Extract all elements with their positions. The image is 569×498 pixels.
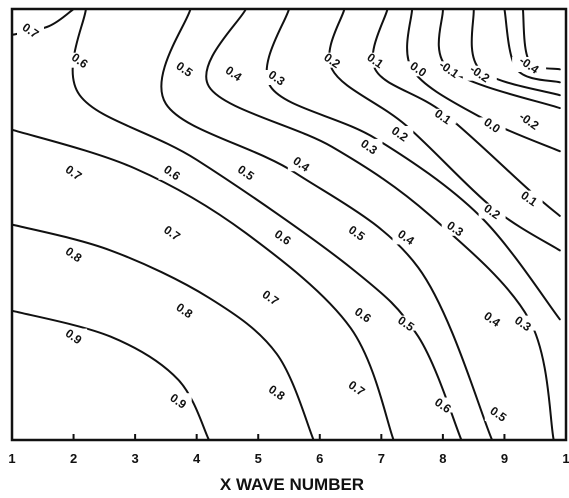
contour-label-background — [484, 406, 512, 422]
contour-label: -0.1 — [437, 58, 462, 82]
x-axis-ticks: 1 2 3 4 5 6 7 8 9 1 — [8, 434, 569, 466]
contour-label-background — [432, 61, 466, 77]
x-tick-label: 4 — [193, 451, 201, 466]
contour-label-background — [318, 52, 346, 68]
contour-label-background — [257, 289, 284, 305]
contour-label-background — [478, 203, 506, 219]
contour-line-0.9 — [11, 309, 210, 441]
contour-label-background — [509, 315, 537, 331]
contour-label-background — [170, 302, 198, 318]
x-tick-label: 2 — [70, 451, 77, 466]
contour-label-background — [404, 61, 432, 77]
contour-label-background — [355, 138, 383, 154]
contour-label-background — [263, 384, 291, 400]
x-tick-label: 6 — [316, 451, 323, 466]
contour-label-background — [263, 70, 291, 85]
x-axis-title: X WAVE NUMBER — [220, 475, 364, 494]
contour-label-background — [512, 57, 547, 72]
contour-label-background — [170, 61, 198, 77]
x-tick-label: 7 — [378, 451, 385, 466]
contour-label-background — [361, 52, 389, 68]
contour-label-background — [66, 52, 94, 68]
x-tick-label: 3 — [131, 451, 138, 466]
contour-line-0.6 — [71, 8, 463, 441]
contour-label-background — [164, 393, 192, 409]
contour-label-background — [512, 113, 547, 129]
contour-line-0.8 — [11, 223, 315, 441]
contour-label-background — [478, 311, 506, 327]
contour-label-background — [429, 397, 457, 413]
contour-label-background — [232, 164, 260, 180]
contour-label-background — [386, 126, 414, 141]
plot-frame — [10, 7, 568, 442]
x-tick-label: 8 — [439, 451, 446, 466]
contour-label-background — [462, 65, 497, 81]
contour-label-background — [220, 65, 248, 81]
x-tick-label: 5 — [255, 451, 262, 466]
contour-label-background — [349, 307, 377, 322]
contour-line-0.7 — [11, 128, 395, 441]
contour-label-background — [441, 220, 469, 236]
contour-label-background — [429, 108, 457, 124]
x-tick-label: 9 — [501, 451, 508, 466]
x-tick-label: 1 — [562, 451, 569, 466]
contour-label-background — [343, 225, 371, 241]
contour-label-background — [343, 380, 371, 396]
contour-label-background — [392, 315, 420, 331]
contour-line-0.0 — [406, 8, 561, 153]
contour-label-background — [392, 229, 420, 245]
x-tick-label: 1 — [8, 451, 15, 466]
contour-label-background — [515, 190, 543, 206]
contour-label-background — [158, 225, 186, 241]
contour-labels: 0.90.90.80.80.80.70.70.70.70.60.60.60.60… — [17, 20, 547, 425]
contour-label-background — [60, 164, 88, 180]
contour-label-background — [287, 156, 315, 172]
contour-label: -0.2 — [517, 109, 542, 133]
contour-line-0.5 — [160, 8, 494, 441]
contour-label-background — [60, 328, 88, 344]
contour-label-background — [17, 22, 44, 38]
contour-label-background — [269, 229, 297, 245]
contour-line-0.4 — [205, 8, 555, 441]
contour-label-background — [60, 246, 88, 262]
contour-label-background — [158, 164, 186, 180]
contour-label-background — [478, 117, 506, 133]
